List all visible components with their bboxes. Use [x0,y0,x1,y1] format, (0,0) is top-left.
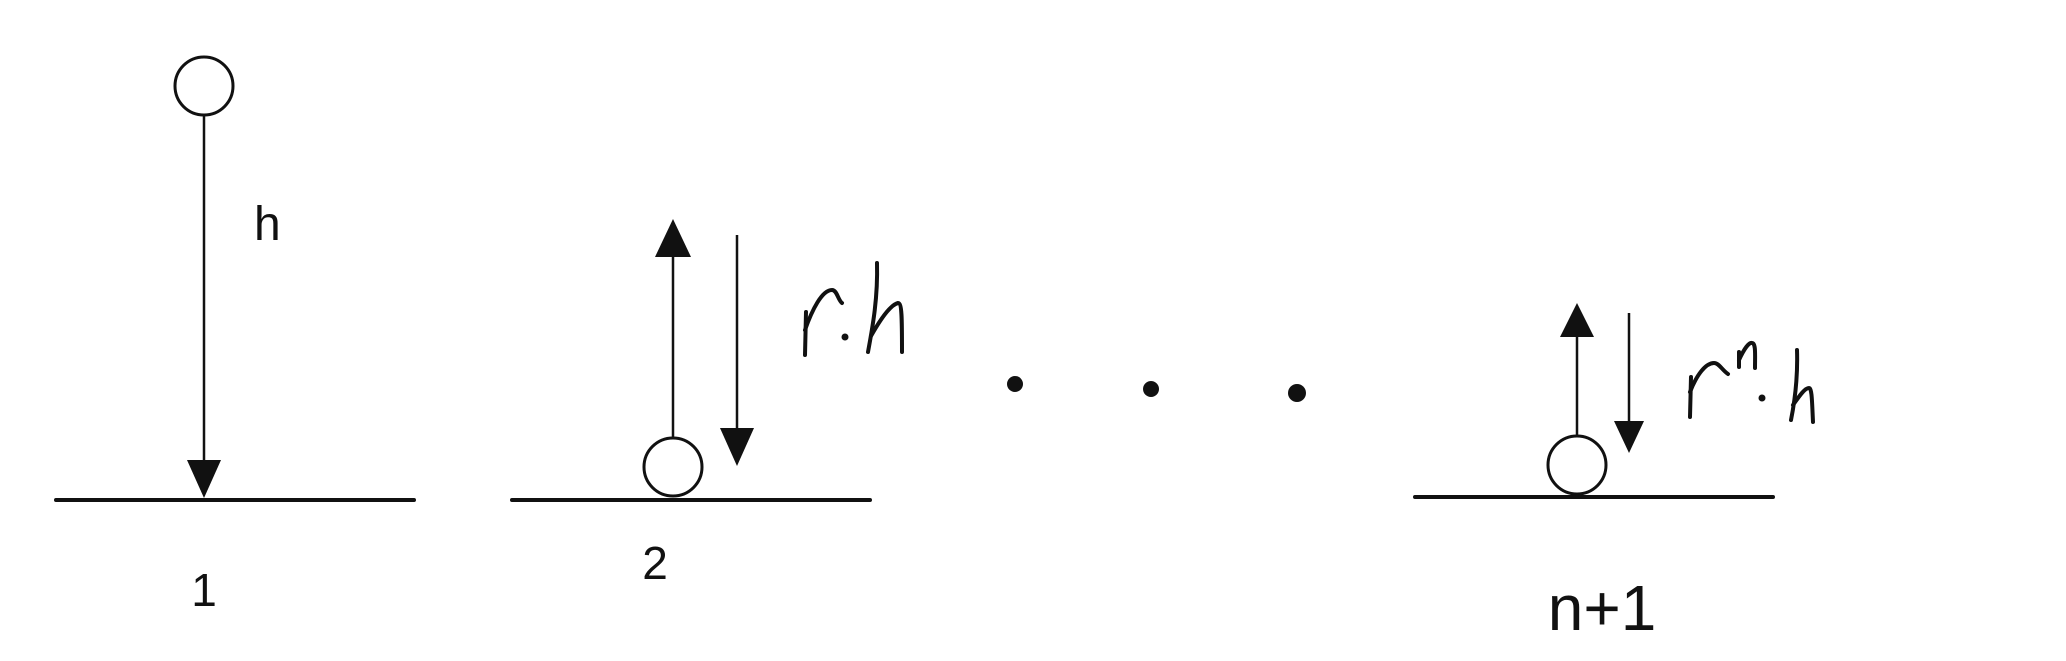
fall-arrow-2-head [720,428,754,466]
bounce-height-handwritten-rnh [1688,340,1815,424]
ellipsis-dots [1007,376,1306,402]
ball-1 [173,55,235,117]
stage-2: 2 [510,219,904,589]
rise-arrow-2-head [655,219,691,257]
stage-1: h 1 [54,55,416,616]
stage-number-1: 1 [191,564,217,616]
rise-arrow-3-head [1560,303,1594,337]
fall-arrow-1-head [187,460,221,498]
ball-3 [1546,434,1608,496]
stage-n-plus-1: n+1 [1413,303,1815,644]
fall-arrow-3-head [1614,421,1644,453]
stage-number-2: 2 [642,537,668,589]
stage-number-n-plus-1: n+1 [1548,572,1657,644]
ball-2 [642,436,704,498]
bounce-height-handwritten-rh [803,261,904,357]
height-label: h [254,198,281,251]
